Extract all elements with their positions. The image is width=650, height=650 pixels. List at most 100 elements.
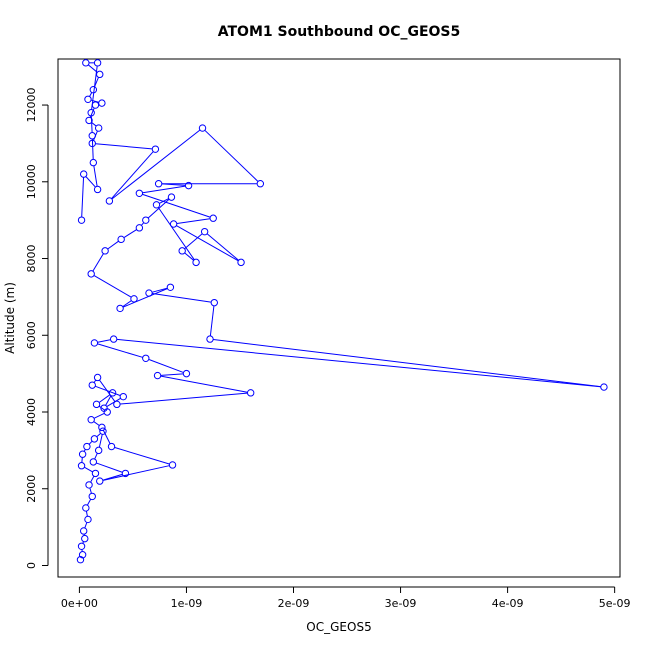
- data-point: [107, 442, 116, 451]
- x-tick-label: 5e-09: [599, 597, 631, 610]
- series-segment: [111, 129, 201, 200]
- series-segment: [111, 151, 154, 199]
- data-point: [90, 435, 99, 443]
- series-segment: [105, 395, 112, 406]
- data-point: [87, 270, 95, 278]
- series-segment: [157, 207, 195, 260]
- series-segment: [116, 338, 601, 388]
- data-point: [85, 116, 93, 125]
- series-segment: [213, 339, 601, 388]
- data-point: [101, 247, 109, 255]
- series-segment: [102, 465, 170, 481]
- data-point: [89, 458, 98, 466]
- series-segment: [184, 233, 203, 250]
- data-point: [200, 227, 209, 236]
- data-point: [152, 201, 161, 209]
- x-tick-label: 1e-09: [171, 597, 203, 610]
- series-segment: [96, 433, 101, 437]
- y-tick-label: 10000: [25, 164, 38, 199]
- data-point: [166, 283, 175, 292]
- data-point: [142, 216, 150, 224]
- y-tick-label: 4000: [25, 398, 38, 426]
- data-point: [168, 461, 177, 469]
- series-segment: [114, 447, 170, 465]
- series-segment: [99, 379, 116, 402]
- x-axis: 0e+00 1e-09 2e-09 3e-09 4e-09 5e-09: [61, 586, 631, 610]
- series-segment: [123, 288, 168, 308]
- y-axis-label: Altitude (m): [3, 282, 17, 354]
- data-point: [151, 145, 160, 153]
- data-point: [96, 477, 104, 485]
- data-point: [142, 354, 150, 362]
- series-segment: [120, 392, 248, 405]
- x-axis-label: OC_GEOS5: [306, 620, 371, 634]
- data-point: [93, 59, 102, 67]
- series-segment: [99, 394, 111, 403]
- data-point: [92, 400, 101, 409]
- series-segment: [84, 522, 88, 528]
- series-segment: [152, 293, 211, 303]
- series-segment: [92, 253, 104, 272]
- data-point: [100, 404, 108, 412]
- data-point: [84, 95, 92, 103]
- series-segment: [93, 165, 98, 187]
- series-segment: [97, 339, 111, 343]
- data-point: [184, 181, 193, 190]
- data-point: [89, 158, 98, 167]
- series-segment: [102, 430, 111, 444]
- data-point: [135, 224, 144, 232]
- data-point: [82, 504, 90, 512]
- series-segment: [87, 499, 92, 506]
- data-point: [90, 339, 99, 347]
- data-point: [182, 369, 191, 378]
- data-point: [87, 415, 95, 424]
- series-segment: [95, 143, 153, 150]
- series-segment: [123, 229, 137, 238]
- series-segment: [184, 252, 194, 261]
- data-point: [93, 185, 102, 194]
- series-segment: [88, 64, 98, 73]
- series-segment: [122, 300, 132, 307]
- data-point: [79, 170, 88, 178]
- series-segment: [94, 77, 99, 87]
- series-segment: [91, 139, 94, 160]
- series-segment: [94, 413, 105, 419]
- data-point: [79, 527, 88, 535]
- series-segment: [160, 375, 248, 393]
- data-point: [130, 295, 138, 303]
- data-point: [113, 400, 121, 409]
- plot-frame: [57, 58, 621, 578]
- data-point: [85, 481, 93, 489]
- data-point: [88, 381, 96, 389]
- data-point: [77, 216, 86, 224]
- series-segment: [209, 305, 215, 336]
- data-point: [135, 189, 144, 197]
- series-segment: [141, 222, 144, 226]
- data-point: [108, 389, 117, 397]
- data-point: [256, 180, 265, 188]
- y-tick-label: 6000: [25, 321, 38, 349]
- series-segment: [89, 488, 92, 494]
- x-tick-label: 2e-09: [278, 597, 310, 610]
- series-segment: [107, 240, 119, 250]
- data-point: [167, 193, 176, 201]
- series-segment: [106, 397, 121, 407]
- data-point: [96, 70, 104, 79]
- series-segment: [176, 225, 239, 262]
- data-point: [109, 335, 118, 343]
- y-axis: 0 2000 4000 6000 8000 10000 12000: [25, 88, 49, 569]
- data-point: [145, 289, 153, 297]
- data-point: [91, 469, 100, 478]
- data-point: [116, 304, 124, 313]
- series-segment: [93, 275, 132, 298]
- data-point: [99, 427, 107, 435]
- data-point: [78, 450, 87, 458]
- series-segment: [176, 218, 210, 224]
- data-point: [105, 197, 114, 205]
- series-segment: [152, 287, 168, 293]
- data-point: [98, 423, 106, 432]
- data-point: [82, 59, 90, 67]
- y-tick-label: 0: [25, 562, 38, 569]
- chart-title: ATOM1 Southbound OC_GEOS5: [218, 24, 461, 40]
